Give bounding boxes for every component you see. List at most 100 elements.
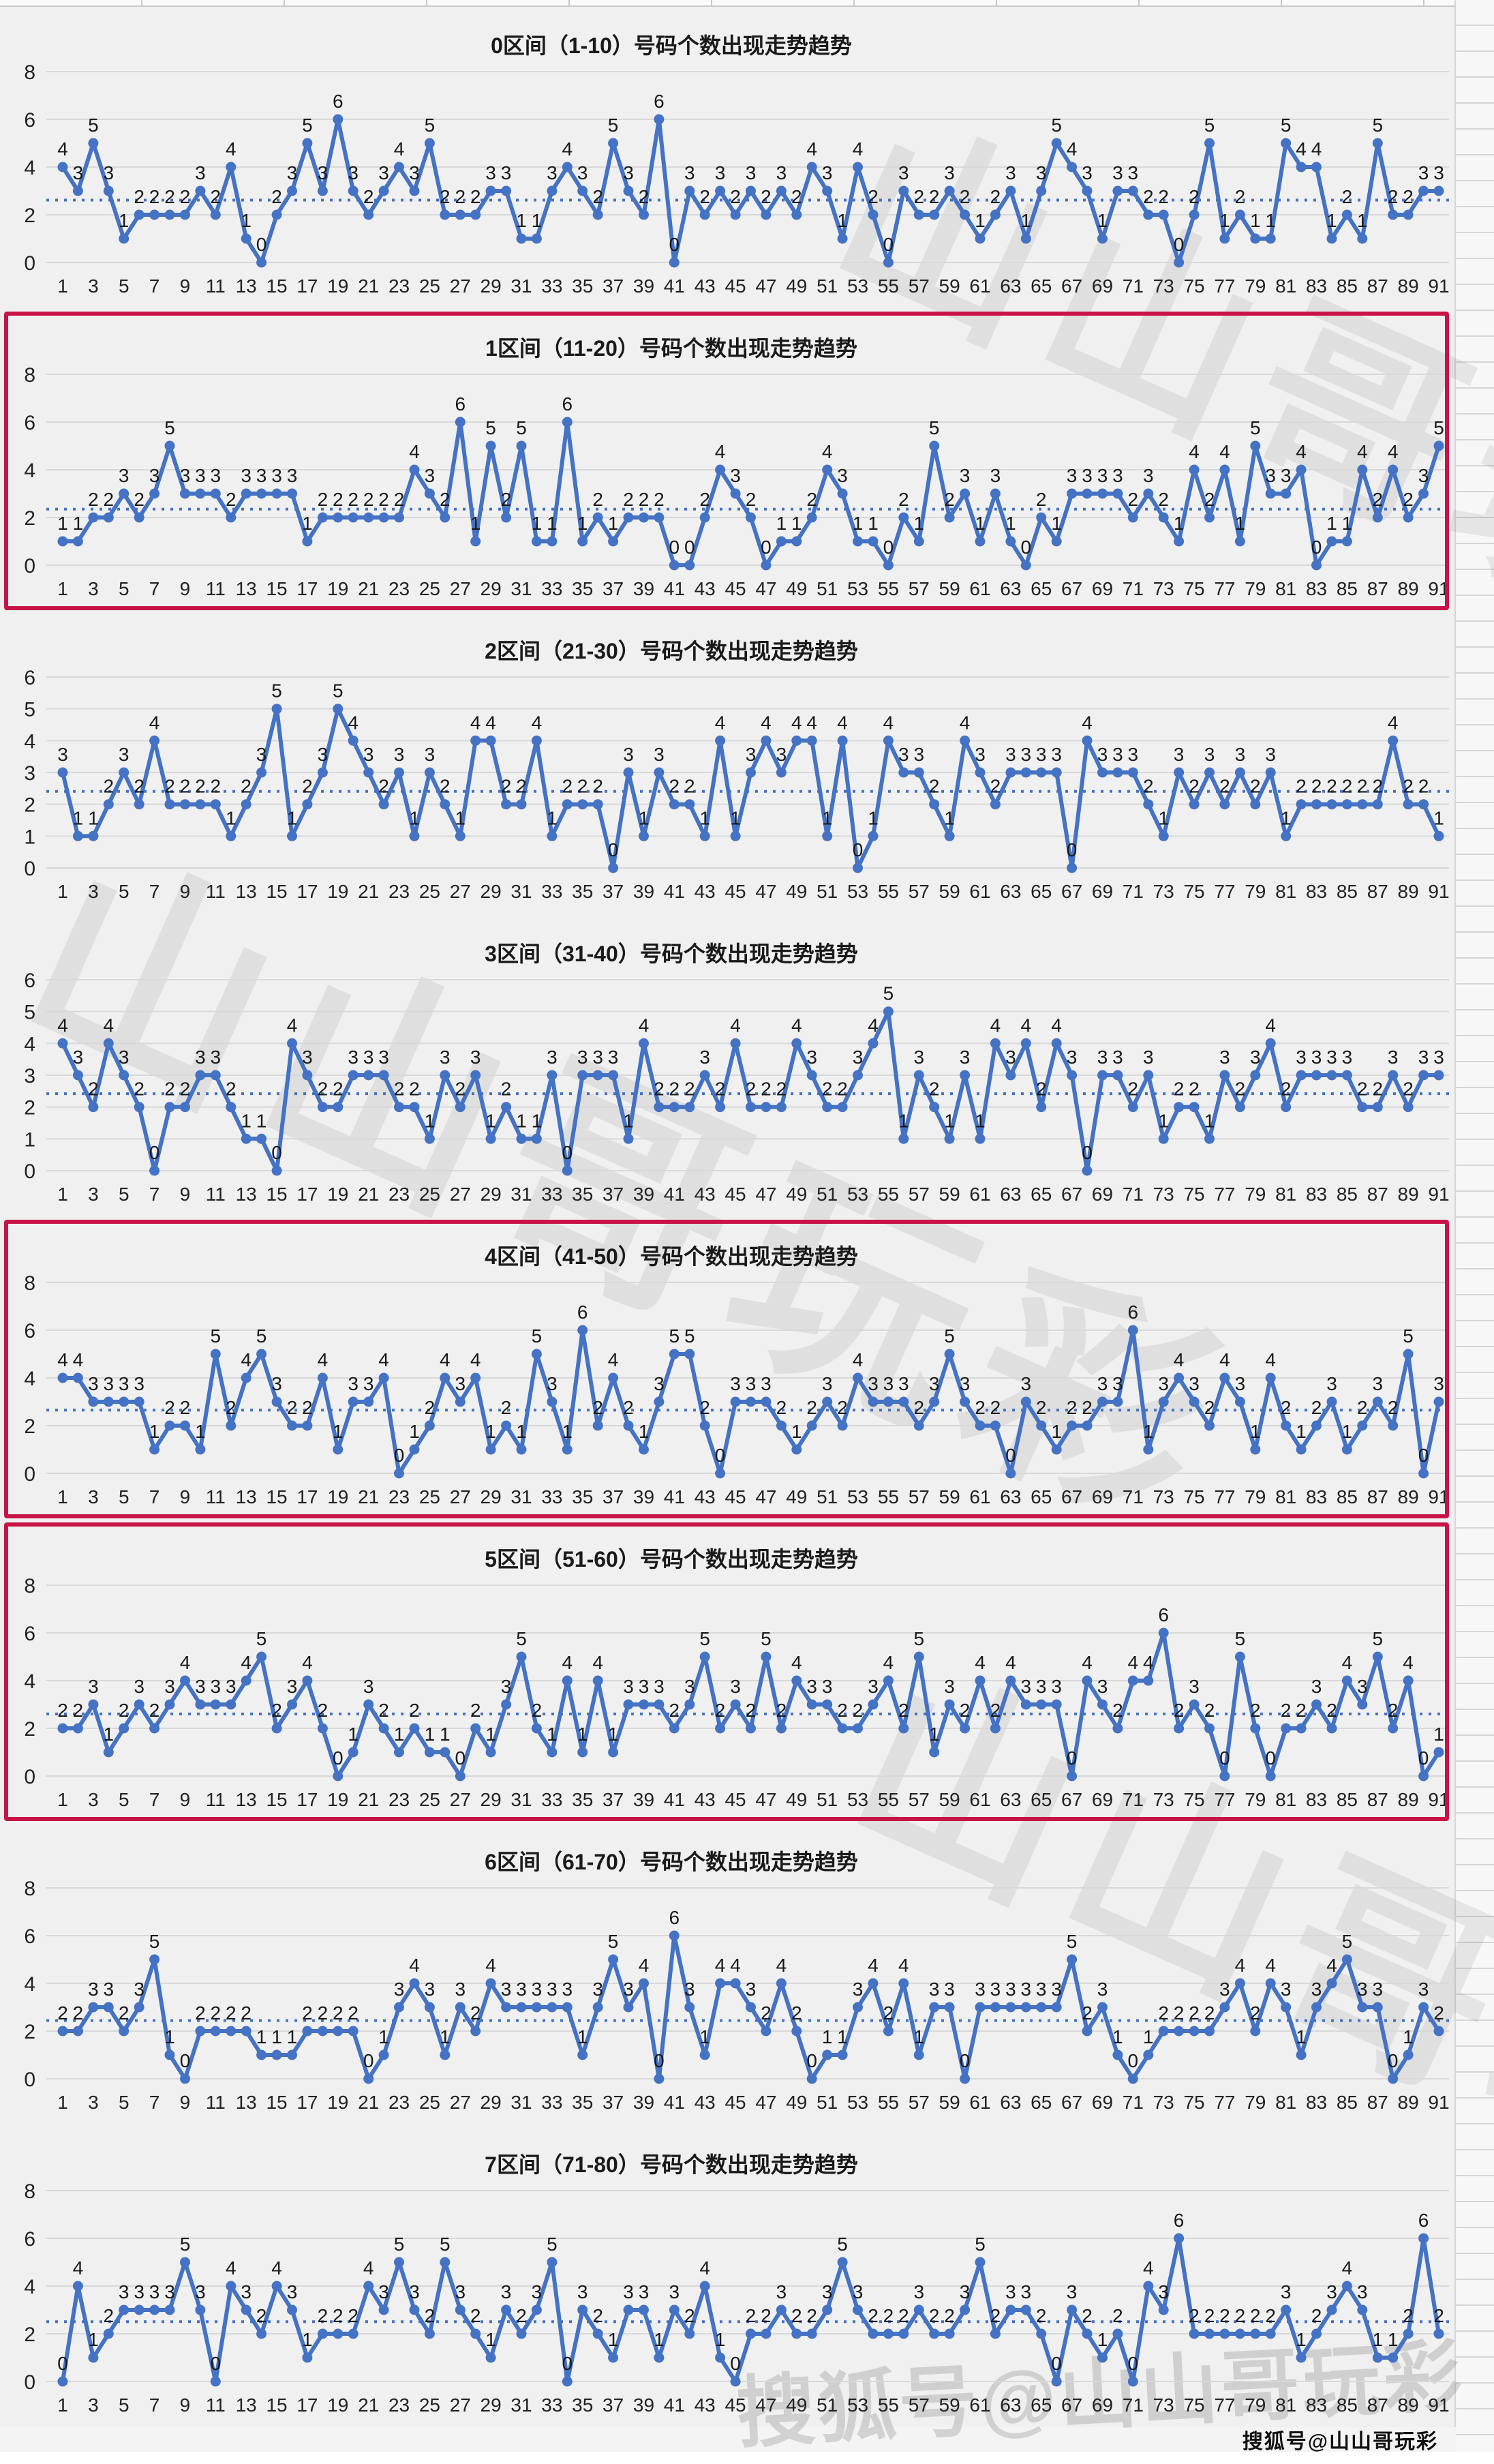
x-axis-tick-label: 51 xyxy=(817,1184,838,1205)
x-axis-tick-label: 55 xyxy=(878,2394,899,2416)
data-point-label: 4 xyxy=(149,712,160,733)
x-axis-tick-label: 91 xyxy=(1428,1789,1449,1810)
data-point-label: 2 xyxy=(592,1397,603,1418)
x-axis-tick-label: 25 xyxy=(419,1789,440,1810)
x-axis-tick-label: 89 xyxy=(1398,578,1419,599)
x-axis-tick-label: 61 xyxy=(969,1789,990,1810)
data-point xyxy=(883,2328,894,2339)
data-point-label: 2 xyxy=(104,776,115,797)
data-point-label: 1 xyxy=(822,807,833,828)
data-point-label: 0 xyxy=(1005,1445,1016,1466)
data-point xyxy=(837,233,848,244)
y-axis-tick-label: 2 xyxy=(24,2021,35,2043)
data-point-label: 2 xyxy=(271,186,282,207)
data-point xyxy=(1311,560,1322,571)
data-point xyxy=(531,2002,542,2013)
data-point-label: 1 xyxy=(853,513,864,534)
data-point xyxy=(57,767,68,778)
x-axis-tick-label: 39 xyxy=(633,578,654,599)
trend-line xyxy=(61,706,1441,870)
data-point xyxy=(378,2304,389,2315)
data-point-label: 2 xyxy=(592,776,603,797)
data-point xyxy=(72,1372,83,1383)
data-point-label: 1 xyxy=(195,1421,206,1442)
data-point-label: 2 xyxy=(898,489,909,510)
data-point xyxy=(1036,512,1047,523)
data-point-label: 2 xyxy=(1418,776,1429,797)
data-point-label: 2 xyxy=(1296,776,1307,797)
data-point-label: 4 xyxy=(1265,1955,1276,1976)
data-point-label: 1 xyxy=(425,1110,436,1131)
data-point-label: 2 xyxy=(394,1079,405,1100)
data-point-label: 2 xyxy=(990,186,1001,207)
data-point xyxy=(853,2002,863,2013)
data-point xyxy=(1372,2352,1383,2363)
data-point xyxy=(363,1699,374,1710)
data-point xyxy=(1158,209,1169,220)
data-point xyxy=(516,799,527,810)
data-point-label: 3 xyxy=(287,465,298,486)
data-point xyxy=(333,1102,344,1113)
data-point xyxy=(776,1723,787,1734)
data-point xyxy=(378,185,389,196)
data-point-label: 4 xyxy=(639,1015,650,1036)
data-point xyxy=(57,162,68,172)
x-axis-tick-label: 69 xyxy=(1092,2394,1113,2416)
data-point xyxy=(547,1396,558,1407)
x-axis-tick-label: 21 xyxy=(358,2394,379,2416)
data-point xyxy=(1388,1070,1399,1081)
data-point-label: 2 xyxy=(348,2305,359,2326)
x-axis-tick-label: 15 xyxy=(266,1486,287,1507)
data-point-label: 3 xyxy=(746,162,757,183)
data-point xyxy=(317,2328,328,2339)
data-point-label: 3 xyxy=(746,1373,757,1394)
data-point xyxy=(1067,1771,1078,1782)
data-point-label: 2 xyxy=(1158,489,1169,510)
data-point xyxy=(975,1420,986,1431)
data-point xyxy=(639,512,649,523)
data-point-label: 0 xyxy=(669,234,680,255)
data-point-label: 4 xyxy=(1342,2257,1353,2279)
data-point-label: 3 xyxy=(195,1676,206,1697)
data-point xyxy=(1005,2002,1016,2013)
data-point-label: 4 xyxy=(409,441,420,462)
data-point-label: 3 xyxy=(1112,1047,1123,1068)
data-point xyxy=(608,1954,619,1965)
data-point xyxy=(149,1165,160,1176)
data-point-label: 3 xyxy=(944,1979,955,2000)
data-point xyxy=(990,1038,1001,1049)
x-axis-tick-label: 67 xyxy=(1061,1184,1082,1205)
data-point xyxy=(654,2073,665,2084)
data-point xyxy=(898,767,909,778)
data-point-label: 1 xyxy=(256,2026,267,2047)
data-point xyxy=(180,488,190,499)
x-axis-tick-label: 63 xyxy=(1000,1789,1021,1810)
data-point-label: 5 xyxy=(1373,115,1384,136)
data-point-label: 3 xyxy=(119,1373,129,1394)
data-point xyxy=(195,185,206,196)
data-point-label: 5 xyxy=(975,2234,986,2255)
x-axis-tick-label: 41 xyxy=(664,275,685,297)
data-point xyxy=(1143,209,1154,220)
x-axis-tick-label: 59 xyxy=(939,275,960,297)
data-point-label: 3 xyxy=(88,1676,99,1697)
data-point-label: 1 xyxy=(791,1421,802,1442)
x-axis-tick-label: 31 xyxy=(510,1486,532,1507)
x-axis-tick-label: 53 xyxy=(847,2394,868,2416)
data-point-label: 5 xyxy=(256,1628,267,1649)
data-point xyxy=(929,440,940,451)
data-point-label: 2 xyxy=(318,2305,329,2326)
data-point xyxy=(317,767,328,778)
x-axis-tick-label: 71 xyxy=(1123,1486,1144,1507)
data-point-label: 4 xyxy=(287,1015,298,1036)
data-point xyxy=(302,1070,313,1081)
x-axis-tick-label: 37 xyxy=(603,2394,624,2416)
data-point xyxy=(485,440,496,451)
x-axis-tick-label: 43 xyxy=(695,2092,716,2113)
data-point-label: 3 xyxy=(1112,1373,1123,1394)
x-axis-tick-label: 59 xyxy=(939,578,960,599)
data-point xyxy=(195,2026,206,2037)
data-point-label: 3 xyxy=(1281,465,1292,486)
x-axis-tick-label: 33 xyxy=(541,1486,562,1507)
data-point xyxy=(1189,209,1200,220)
